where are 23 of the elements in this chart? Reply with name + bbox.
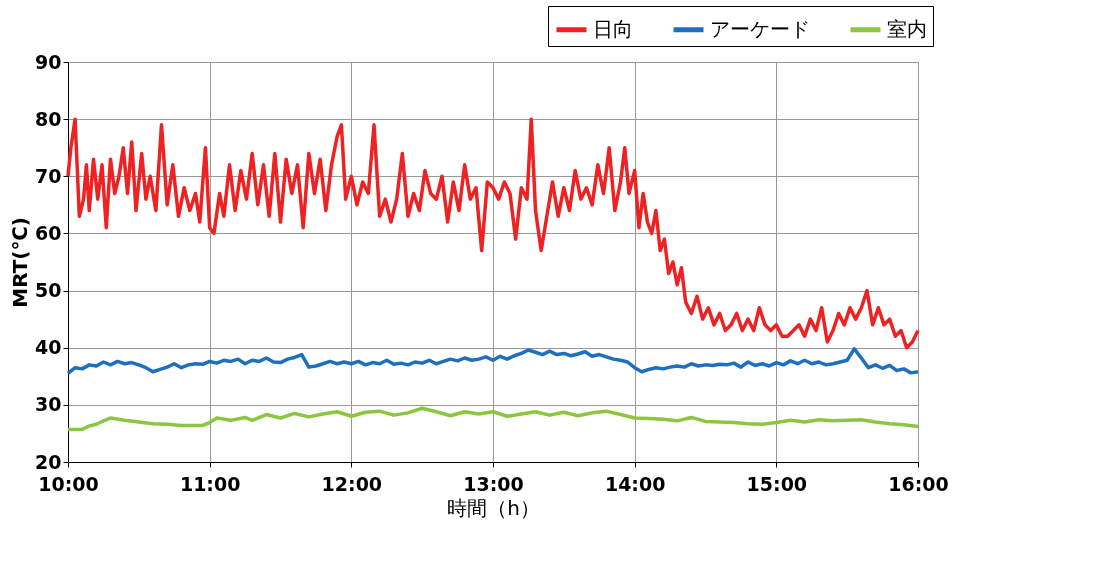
y-tick-label: 30 xyxy=(35,393,62,416)
legend-label: 日向 xyxy=(593,16,633,41)
line-series xyxy=(66,117,920,350)
y-tick-label: 40 xyxy=(35,336,62,359)
x-tick-label: 10:00 xyxy=(38,472,99,495)
x-tick-label: 14:00 xyxy=(604,472,666,495)
y-tick-label: 20 xyxy=(35,450,62,473)
x-tick-label: 16:00 xyxy=(888,472,949,495)
legend-label: 室内 xyxy=(887,16,927,41)
legend-label: アーケード xyxy=(710,16,810,41)
y-tick-label: 80 xyxy=(35,107,62,130)
y-tick-label: 70 xyxy=(35,164,62,187)
line-series xyxy=(66,347,920,376)
y-axis-title: MRT(℃) xyxy=(8,217,33,308)
x-tick-label: 11:00 xyxy=(179,472,241,495)
x-tick-label: 12:00 xyxy=(321,472,383,495)
x-axis-title: 時間（h） xyxy=(447,495,540,520)
y-tick-label: 60 xyxy=(35,221,62,244)
y-tick-label: 90 xyxy=(35,50,62,73)
x-tick-label: 13:00 xyxy=(463,472,524,495)
line-series xyxy=(66,406,920,432)
x-tick-label: 15:00 xyxy=(746,472,808,495)
y-tick-label: 50 xyxy=(35,279,62,302)
